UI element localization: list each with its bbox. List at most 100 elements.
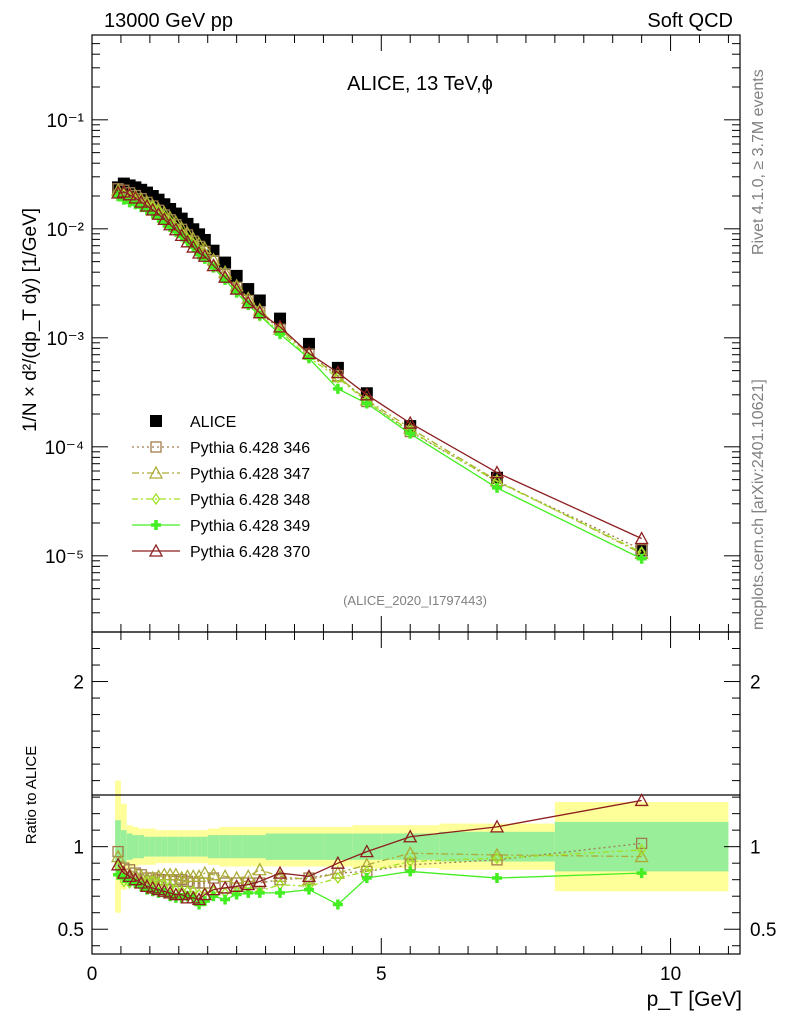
- legend-marker: [151, 492, 161, 506]
- rivet-label: Rivet 4.1.0, ≥ 3.7M events: [750, 69, 767, 255]
- legend-label: Pythia 6.428 370: [190, 544, 310, 561]
- y-tick-label: 10⁻³: [47, 329, 85, 350]
- ratio-series-3-point: [208, 891, 219, 902]
- main-series-5-point: [330, 365, 345, 379]
- main-series-4-point: [243, 300, 254, 311]
- band-stat: [190, 836, 197, 857]
- main-series-5-point: [191, 245, 207, 259]
- band-stat: [554, 821, 729, 872]
- y-tick-label: 10⁻⁴: [45, 438, 84, 459]
- main-series-5-point: [241, 295, 256, 309]
- main-series-5-point: [110, 185, 126, 199]
- ratio-series-3-point: [130, 877, 141, 888]
- main-series-5-point: [186, 239, 201, 253]
- ratio-series-3-point: [220, 894, 231, 905]
- main-series-4-point: [170, 226, 181, 237]
- main-series-5-point: [272, 319, 288, 333]
- main-series-4-point: [332, 383, 343, 394]
- ratio-series-1-point: [206, 867, 221, 881]
- band-stat: [149, 836, 156, 857]
- ratio-series-3-point: [182, 891, 193, 902]
- main-series-4-point: [275, 329, 286, 340]
- main-series-0-point: [219, 256, 232, 269]
- main-series-4-point: [254, 310, 265, 321]
- legend-marker: [150, 415, 162, 427]
- main-y-axis-label: 1/N × d²/(dp_T dy) [1/GeV]: [20, 208, 41, 432]
- band-stat: [161, 836, 168, 857]
- x-tick-label: 5: [376, 964, 387, 985]
- main-series-0-point: [274, 312, 287, 325]
- ratio-series-4-point: [206, 882, 221, 896]
- axes: 10⁻⁵ 10⁻⁴ 10⁻³ 10⁻² 10⁻¹ 0 5 10 0.5 0.5 1 1 2 2: [45, 35, 776, 985]
- band-stat: [242, 835, 254, 859]
- legend-label: Pythia 6.428 346: [190, 440, 310, 457]
- main-series-5-point: [174, 228, 189, 242]
- main-series-5-point: [489, 465, 505, 479]
- ratio-series-4-point: [252, 873, 267, 887]
- ratio-series-2-point: [637, 843, 646, 857]
- ratio-series-4-point: [634, 793, 649, 807]
- ratio-series-1-point: [229, 870, 244, 884]
- chart-title: ALICE, 13 TeV,ϕ: [347, 73, 493, 95]
- main-frame: [91, 34, 741, 633]
- ratio-series-4-point: [489, 819, 505, 833]
- main-series-4-point: [165, 221, 176, 232]
- ratio-series-1-point: [174, 870, 189, 884]
- legend-label: ALICE: [190, 414, 236, 431]
- ratio-y-tick-label: 0.5: [58, 920, 84, 941]
- main-series-4-point: [231, 287, 242, 298]
- ratio-series-1-point: [272, 869, 288, 883]
- band-stat: [265, 833, 295, 860]
- ratio-series-4-point: [241, 877, 256, 891]
- main-series-4-point: [492, 482, 502, 493]
- ratio-series-4-point: [301, 869, 317, 883]
- main-series-4-point: [405, 428, 416, 439]
- ratio-series-4-point: [134, 875, 149, 889]
- ratio-series-1-point: [241, 869, 256, 883]
- main-series-5-point: [252, 305, 267, 319]
- main-series-0-point: [253, 294, 266, 307]
- main-series-4-point: [147, 208, 158, 219]
- ratio-y-tick-label: 1: [73, 838, 84, 859]
- mcplots-label: mcplots.cern.ch [arXiv:2401.10621]: [750, 379, 767, 630]
- ratio-series-0-point: [635, 837, 648, 850]
- y-tick-label: 10⁻¹: [47, 111, 85, 132]
- ratio-y-tick-label-right: 1: [750, 838, 761, 859]
- main-series-0-point: [302, 337, 315, 350]
- main-series-5-point: [139, 198, 155, 212]
- main-series-5-point: [229, 281, 244, 295]
- main-series-5-point: [151, 206, 166, 220]
- ratio-series-3-point: [254, 887, 265, 898]
- x-tick-label: 10: [660, 964, 681, 985]
- header-left: 13000 GeV pp: [104, 10, 233, 32]
- main-series-4-point: [130, 199, 141, 210]
- main-series-4-point: [636, 553, 647, 564]
- legend-marker: [148, 543, 164, 557]
- band-stat: [201, 836, 208, 857]
- ratio-series-2-point: [492, 852, 502, 865]
- ratio-series-3-point: [141, 884, 152, 895]
- analysis-watermark: (ALICE_2020_I1797443): [343, 593, 487, 608]
- main-series-5-point: [301, 346, 317, 360]
- band-stat: [178, 836, 185, 857]
- ratio-series-1-point: [197, 865, 212, 879]
- ratio-series-4-point: [110, 857, 126, 871]
- band-stat: [120, 830, 127, 864]
- main-series-0-point: [207, 244, 220, 257]
- ratio-series-3-point: [636, 868, 647, 879]
- ratio-series-3-point: [303, 884, 314, 895]
- main-series-5-point: [206, 258, 221, 272]
- legend: ALICE Pythia 6.428 346 Pythia 6.428 347 Pyt…: [132, 414, 310, 561]
- ratio-series-1-point: [330, 865, 345, 879]
- main-series-5-point: [157, 212, 172, 226]
- main-series-5-point: [163, 217, 178, 231]
- main-series-4-point: [208, 262, 219, 273]
- main-series-4-point: [220, 274, 231, 285]
- main-series-5-point: [145, 202, 160, 216]
- ratio-series-4-point: [330, 855, 345, 869]
- legend-marker: [151, 520, 161, 530]
- ratio-series-4-point: [217, 880, 233, 894]
- main-series-4-point: [153, 212, 164, 223]
- ratio-series-3-point: [332, 899, 343, 910]
- ratio-series-4-point: [359, 844, 374, 858]
